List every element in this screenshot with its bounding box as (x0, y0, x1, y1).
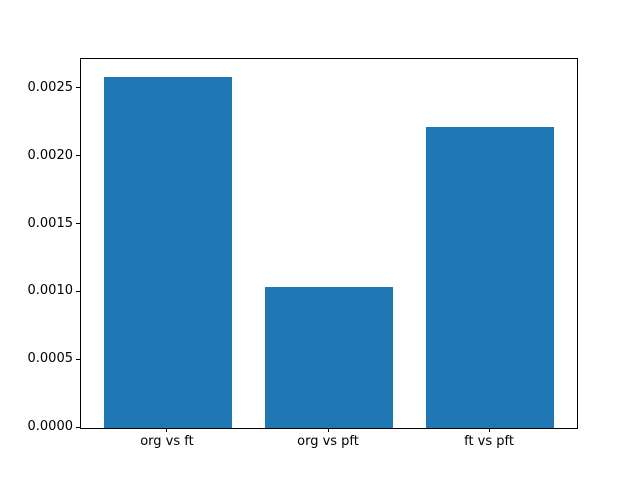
x-tick-label: org vs ft (140, 434, 194, 449)
y-tick-mark (76, 155, 80, 157)
plot-area (80, 58, 578, 429)
y-tick-mark (76, 223, 80, 224)
x-tick-mark (327, 428, 329, 432)
y-tick-label: 0.0025 (27, 79, 74, 95)
y-tick-label: 0.0000 (27, 419, 74, 434)
x-tick-label: ft vs pft (464, 434, 514, 449)
y-tick-label: 0.0010 (27, 283, 74, 299)
y-tick-mark (76, 87, 80, 89)
x-tick-mark (166, 428, 168, 432)
y-tick-mark (76, 426, 80, 428)
x-tick-mark (488, 428, 490, 432)
bar-ft-vs-pft (425, 126, 555, 428)
y-tick-label: 0.0020 (27, 147, 74, 163)
y-tick-label: 0.0005 (27, 351, 74, 367)
y-tick-mark (76, 358, 80, 360)
bar-org-vs-pft (264, 286, 394, 428)
y-tick-mark (76, 290, 80, 292)
bar-org-vs-ft (103, 76, 233, 428)
x-tick-label: org vs pft (297, 434, 359, 449)
y-tick-label: 0.0015 (27, 215, 74, 231)
